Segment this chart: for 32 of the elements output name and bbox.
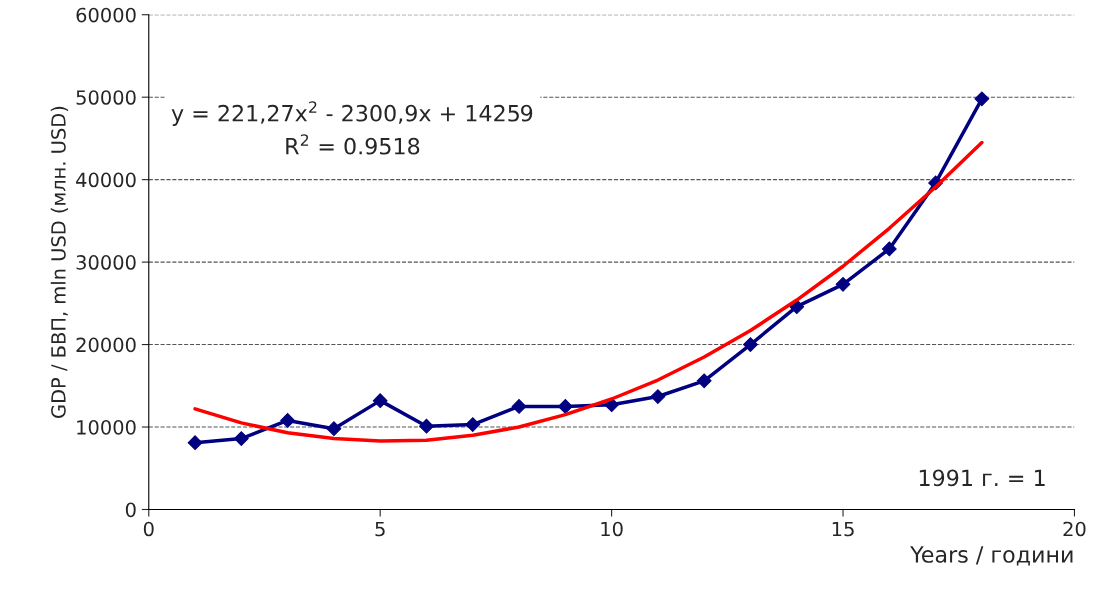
x-tick-label: 5 [375,521,385,537]
point [465,417,481,432]
point [696,373,712,389]
x-tick-label: 20 [1063,521,1086,537]
point [650,389,666,404]
point [326,421,342,437]
point [743,337,758,352]
point [511,399,527,414]
y-tick-label: 40000 [76,172,136,188]
x-tick-label: 0 [143,521,154,537]
annotation: 1991 г. = 1 [919,469,1045,487]
y-tick-label: 20000 [76,337,136,353]
point [372,393,388,409]
y-tick-label: 0 [125,502,136,518]
y-tick-label: 60000 [76,7,136,23]
y-tick-label: 10000 [77,419,136,435]
point [187,435,203,451]
point [835,276,851,292]
point [280,413,296,428]
point [974,91,990,107]
point [881,241,897,257]
y-axis-title: GDP / БВП, mln USD (млн. USD) [50,106,69,418]
point [557,399,573,414]
annotation: y = 221,27x$^{2}$ - 2300,9x + 14259 [171,101,533,126]
point [419,418,434,434]
y-tick-label: 30000 [76,255,136,270]
x-tick-label: 10 [601,521,623,537]
x-axis-title: Years / години [910,546,1073,566]
annotation: R$^{2}$ = 0.9518 [286,134,420,155]
x-tick-label: 15 [832,521,854,537]
point [233,431,249,446]
y-tick-label: 50000 [76,90,136,105]
